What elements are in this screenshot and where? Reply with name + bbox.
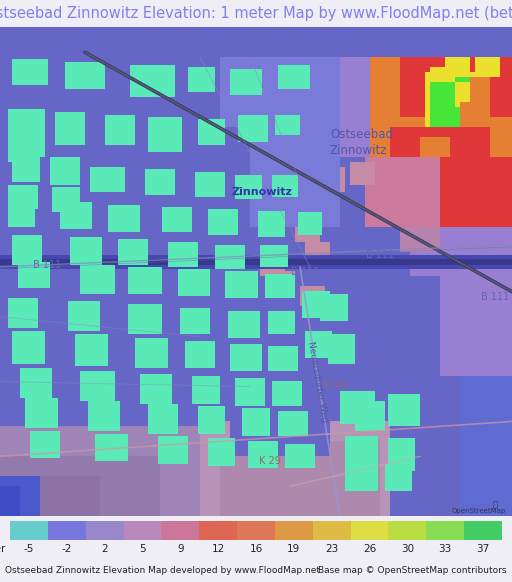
Text: B 111: B 111 (291, 267, 319, 277)
FancyBboxPatch shape (351, 521, 388, 540)
FancyBboxPatch shape (388, 521, 426, 540)
Text: 9: 9 (177, 544, 184, 555)
Text: Ostseebad
Zinnowitz: Ostseebad Zinnowitz (330, 127, 393, 157)
Text: Ostseebad Zinnowitz Elevation: 1 meter Map by www.FloodMap.net (beta): Ostseebad Zinnowitz Elevation: 1 meter M… (0, 6, 512, 21)
Text: OpenStreetMap: OpenStreetMap (452, 508, 506, 514)
FancyBboxPatch shape (161, 521, 199, 540)
Text: 23: 23 (325, 544, 338, 555)
FancyBboxPatch shape (86, 521, 124, 540)
Text: 16: 16 (249, 544, 263, 555)
Text: 5: 5 (139, 544, 146, 555)
FancyBboxPatch shape (313, 521, 351, 540)
Text: B 111: B 111 (366, 250, 394, 260)
FancyBboxPatch shape (464, 521, 502, 540)
Text: K 29: K 29 (324, 379, 346, 389)
FancyBboxPatch shape (10, 521, 48, 540)
Text: K 29: K 29 (259, 456, 281, 466)
Text: Neuersdorfer Weg: Neuersdorfer Weg (306, 340, 330, 423)
Text: -2: -2 (62, 544, 72, 555)
FancyBboxPatch shape (237, 521, 275, 540)
Text: 2: 2 (101, 544, 108, 555)
FancyBboxPatch shape (199, 521, 237, 540)
FancyBboxPatch shape (48, 521, 86, 540)
Text: Zinnowitz: Zinnowitz (231, 187, 292, 197)
FancyBboxPatch shape (124, 521, 161, 540)
Text: Base map © OpenStreetMap contributors: Base map © OpenStreetMap contributors (318, 566, 507, 576)
Text: 19: 19 (287, 544, 301, 555)
Text: 30: 30 (401, 544, 414, 555)
Text: Ostseebad Zinnowitz Elevation Map developed by www.FloodMap.net: Ostseebad Zinnowitz Elevation Map develo… (5, 566, 320, 576)
Text: 12: 12 (211, 544, 225, 555)
Text: B 111: B 111 (33, 260, 61, 270)
Text: -5: -5 (24, 544, 34, 555)
Text: 🔍: 🔍 (493, 501, 498, 509)
Text: 37: 37 (476, 544, 489, 555)
Text: 33: 33 (438, 544, 452, 555)
Text: meter: meter (0, 544, 5, 555)
Text: B 111: B 111 (481, 292, 509, 301)
Text: 26: 26 (363, 544, 376, 555)
FancyBboxPatch shape (275, 521, 313, 540)
FancyBboxPatch shape (426, 521, 464, 540)
